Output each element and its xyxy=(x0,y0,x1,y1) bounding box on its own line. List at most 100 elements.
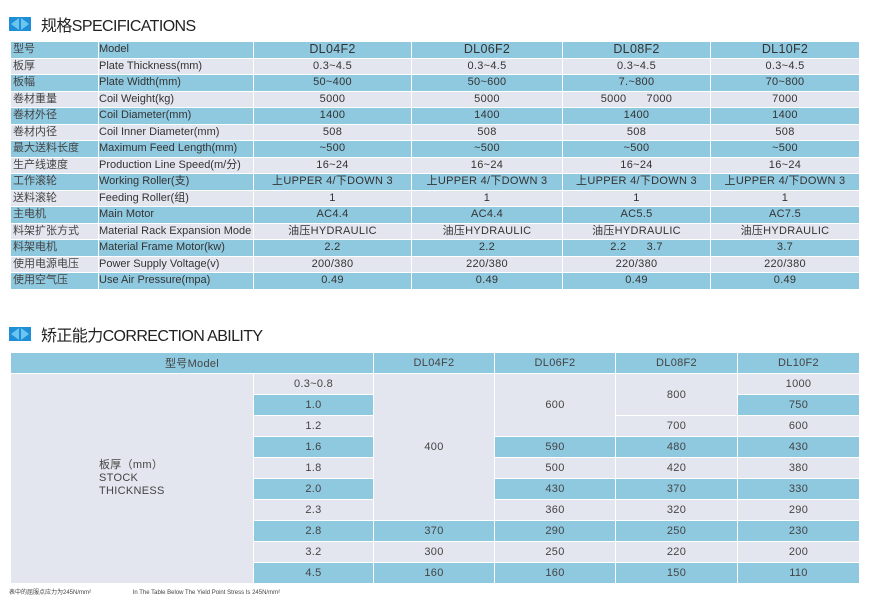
capacity-value: 700 xyxy=(615,415,738,437)
correction-row: 1.2 700 600 xyxy=(11,415,860,437)
section-marker-icon xyxy=(9,327,31,341)
spec-value: 220/380 xyxy=(562,255,711,273)
spec-value: 油压HYDRAULIC xyxy=(411,222,563,240)
spec-label-en: Material Frame Motor(kw) xyxy=(98,239,254,257)
model-column-header: DL10F2 xyxy=(737,352,860,374)
capacity-value: 480 xyxy=(615,436,738,458)
spec-value: 508 xyxy=(253,123,412,141)
spec-label-cn: 使用电源电压 xyxy=(10,255,99,273)
stock-thickness-label-line: STOCK xyxy=(99,472,139,484)
capacity-value: 590 xyxy=(494,436,616,458)
spec-row: 料架扩张方式 Material Rack Expansion Mode 油压HYDR… xyxy=(10,222,860,240)
thickness-value: 2.3 xyxy=(253,499,374,521)
capacity-value: 800 xyxy=(615,373,738,416)
spec-row: 使用空气压 Use Air Pressure(mpa) 0.49 0.49 0.49 0.… xyxy=(10,272,860,290)
spec-label-en: Power Supply Voltage(v) xyxy=(98,255,254,273)
spec-value: 1 xyxy=(253,189,412,207)
spec-row: 送料滚轮 Feeding Roller(组) 1 1 1 1 xyxy=(10,189,860,207)
correction-row: 4.5 160 160 150 110 xyxy=(11,562,860,584)
spec-label-cn: 卷材外径 xyxy=(10,107,99,125)
spec-row: 工作滚轮 Working Roller(支) 上UPPER 4/下DOWN 3 上UP… xyxy=(10,173,860,191)
spec-label-en: Coil Diameter(mm) xyxy=(98,107,254,125)
footnote: 表中的屈服点应力为245N/mm² In The Table Below The… xyxy=(9,587,320,596)
spec-label-en: Plate Width(mm) xyxy=(98,74,254,92)
spec-row: 使用电源电压 Power Supply Voltage(v) 200/380 220/… xyxy=(10,255,860,273)
spec-label-cn: 卷材内径 xyxy=(10,123,99,141)
spec-row: 卷材外径 Coil Diameter(mm) 1400 1400 1400 1400 xyxy=(10,107,860,125)
spec-label-en: Production Line Speed(m/分) xyxy=(98,156,254,174)
spec-value: 508 xyxy=(562,123,711,141)
spec-value: 508 xyxy=(411,123,563,141)
model-header: 型号Model xyxy=(10,352,374,374)
spec-label-cn: 工作滚轮 xyxy=(10,173,99,191)
capacity-value: 370 xyxy=(615,478,738,500)
spec-value: 70~800 xyxy=(710,74,860,92)
specifications-heading: 规格SPECIFICATIONS xyxy=(9,12,196,36)
spec-label-en: Feeding Roller(组) xyxy=(98,189,254,207)
model-column-header: DL06F2 xyxy=(494,352,616,374)
capacity-value: 380 xyxy=(737,457,860,479)
capacity-value: 330 xyxy=(737,478,860,500)
spec-value: 0.49 xyxy=(710,272,860,290)
spec-value: 2.2 xyxy=(253,239,412,257)
capacity-value: 420 xyxy=(615,457,738,479)
capacity-value: 150 xyxy=(615,562,738,584)
capacity-value: 200 xyxy=(737,541,860,563)
spec-value: AC4.4 xyxy=(253,206,412,224)
spec-label-cn: 料架扩张方式 xyxy=(10,222,99,240)
spec-value: AC5.5 xyxy=(562,206,711,224)
correction-title: 矫正能力CORRECTION ABILITY xyxy=(41,328,263,345)
spec-label-cn: 使用空气压 xyxy=(10,272,99,290)
spec-value: 油压HYDRAULIC xyxy=(562,222,711,240)
spec-label-cn: 板厚 xyxy=(10,57,99,75)
capacity-value: 110 xyxy=(737,562,860,584)
spec-label-cn: 板幅 xyxy=(10,74,99,92)
spec-value: AC7.5 xyxy=(710,206,860,224)
spec-label-en: Use Air Pressure(mpa) xyxy=(98,272,254,290)
spec-row: 型号 Model DL04F2 DL06F2 DL08F2 DL10F2 xyxy=(10,41,860,59)
capacity-value: 500 xyxy=(494,457,616,479)
spec-value: 1400 xyxy=(253,107,412,125)
capacity-value: 430 xyxy=(737,436,860,458)
spec-row: 主电机 Main Motor AC4.4 AC4.4 AC5.5 AC7.5 xyxy=(10,206,860,224)
spec-value: 上UPPER 4/下DOWN 3 xyxy=(562,173,711,191)
spec-value: 上UPPER 4/下DOWN 3 xyxy=(710,173,860,191)
thickness-value: 3.2 xyxy=(253,541,374,563)
spec-value: 50~600 xyxy=(411,74,563,92)
spec-value: 2.2 3.7 xyxy=(562,239,711,257)
capacity-value: 250 xyxy=(494,541,616,563)
capacity-value: 320 xyxy=(615,499,738,521)
spec-label-en: Coil Weight(kg) xyxy=(98,90,254,108)
spec-value: 5000 xyxy=(253,90,412,108)
thickness-value: 4.5 xyxy=(253,562,374,584)
thickness-value: 1.6 xyxy=(253,436,374,458)
capacity-value: 370 xyxy=(373,520,495,542)
capacity-value: 300 xyxy=(373,541,495,563)
spec-value: 1 xyxy=(710,189,860,207)
footnote-en: In The Table Below The Yield Point Stres… xyxy=(132,590,281,596)
spec-value: 16~24 xyxy=(562,156,711,174)
thickness-value: 0.3~0.8 xyxy=(253,373,374,395)
specifications-title: 规格SPECIFICATIONS xyxy=(41,18,196,35)
capacity-value: 220 xyxy=(615,541,738,563)
spec-value: 1400 xyxy=(411,107,563,125)
spec-row: 最大送料长度 Maximum Feed Length(mm) ~500 ~500 ~50… xyxy=(10,140,860,158)
spec-value: ~500 xyxy=(253,140,412,158)
spec-label-en: Plate Thickness(mm) xyxy=(98,57,254,75)
capacity-value: 290 xyxy=(737,499,860,521)
spec-value: 1400 xyxy=(562,107,711,125)
model-column-header: DL08F2 xyxy=(615,352,738,374)
spec-value: 油压HYDRAULIC xyxy=(710,222,860,240)
capacity-value: 750 xyxy=(737,394,860,416)
spec-value: DL06F2 xyxy=(411,41,563,59)
correction-row: 2.8 370 290 250 230 xyxy=(11,520,860,542)
spec-value: ~500 xyxy=(562,140,711,158)
spec-value: AC4.4 xyxy=(411,206,563,224)
spec-label-cn: 生产线速度 xyxy=(10,156,99,174)
spec-label-cn: 料架电机 xyxy=(10,239,99,257)
spec-value: DL08F2 xyxy=(562,41,711,59)
spec-value: ~500 xyxy=(710,140,860,158)
correction-row: 板厚（mm） STOCK THICKNESS 0.3~0.8 400 600 800 1000 xyxy=(10,373,860,584)
spec-value: 7000 xyxy=(710,90,860,108)
spec-label-cn: 最大送料长度 xyxy=(10,140,99,158)
